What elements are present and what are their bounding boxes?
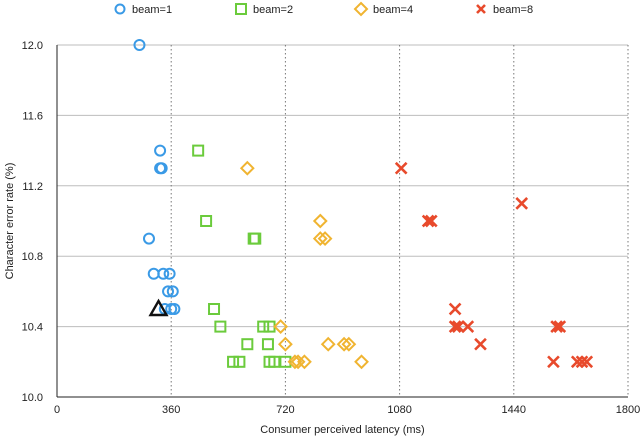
data-point — [461, 320, 475, 333]
data-points — [133, 39, 594, 370]
data-point — [163, 267, 176, 280]
data-point — [451, 320, 465, 333]
data-point — [290, 354, 306, 370]
y-axis-label: Character error rate (%) — [4, 163, 16, 280]
axes — [56, 45, 628, 398]
x-tick-label: 0 — [54, 404, 60, 416]
data-point — [192, 144, 205, 157]
data-point — [273, 319, 289, 335]
y-tick-label: 11.6 — [22, 110, 43, 122]
data-point — [239, 160, 255, 176]
y-tick-label: 10.4 — [22, 322, 43, 334]
y-tick-label: 10.8 — [22, 251, 43, 263]
y-tick-label: 12.0 — [22, 40, 43, 52]
x-tick-label: 1800 — [616, 404, 640, 416]
data-point — [241, 338, 254, 351]
data-point — [553, 320, 567, 333]
data-point — [168, 303, 181, 315]
data-point — [162, 285, 175, 298]
data-point — [142, 232, 155, 245]
legend-label: beam=2 — [253, 4, 293, 16]
data-point — [448, 302, 462, 316]
legend-marker — [114, 3, 126, 15]
legend: beam=1 beam=2 beam=4 beam=8 — [114, 1, 533, 17]
x-tick-labels: 0 360 720 1080 1440 1800 — [54, 404, 640, 416]
data-point — [200, 215, 213, 227]
data-point — [227, 355, 240, 368]
data-point — [147, 267, 160, 280]
x-tick-label: 720 — [276, 404, 294, 416]
data-point — [208, 303, 221, 315]
series-beam-1 — [133, 39, 181, 315]
legend-marker — [235, 3, 247, 15]
data-point — [474, 337, 487, 351]
data-point — [279, 355, 292, 368]
data-point — [154, 144, 167, 157]
legend-item: beam=1 — [114, 3, 172, 16]
data-point — [580, 355, 594, 369]
data-point — [317, 231, 333, 247]
data-point — [448, 320, 462, 333]
series-beam-4 — [239, 160, 369, 370]
data-point — [424, 214, 438, 228]
highlight-triangle — [148, 298, 169, 317]
data-point — [155, 162, 168, 175]
x-tick-label: 1440 — [502, 404, 526, 416]
x-tick-label: 1080 — [387, 404, 411, 416]
data-point — [268, 355, 281, 368]
series-beam-2 — [192, 144, 292, 368]
data-point — [341, 336, 357, 352]
data-point — [249, 232, 262, 245]
x-tick-label: 360 — [162, 404, 180, 416]
data-point — [214, 320, 227, 333]
data-point — [547, 355, 560, 369]
legend-label: beam=8 — [493, 4, 533, 16]
legend-label: beam=1 — [132, 4, 172, 16]
y-tick-label: 11.2 — [22, 181, 43, 193]
data-point — [312, 231, 328, 247]
y-tick-labels: 10.0 10.4 10.8 11.2 11.6 12.0 — [22, 40, 43, 404]
data-point — [277, 336, 293, 352]
data-point — [394, 161, 408, 175]
y-tick-label: 10.0 — [22, 392, 43, 404]
data-point — [421, 214, 435, 228]
data-point — [320, 336, 336, 352]
data-point — [312, 213, 328, 229]
data-point — [354, 354, 369, 370]
legend-item: beam=2 — [235, 3, 293, 16]
data-point — [336, 336, 352, 352]
series-beam-8 — [394, 161, 594, 369]
data-point — [261, 338, 274, 351]
data-point — [166, 285, 179, 298]
x-axis-label: Consumer perceived latency (ms) — [260, 424, 424, 436]
data-point — [287, 354, 303, 370]
data-point — [257, 320, 270, 333]
data-point — [515, 197, 529, 210]
legend-marker — [476, 4, 486, 14]
data-point — [133, 39, 146, 51]
legend-item: beam=4 — [353, 1, 413, 17]
data-point — [297, 354, 312, 370]
legend-item: beam=8 — [476, 4, 533, 16]
data-point — [550, 320, 563, 333]
legend-label: beam=4 — [373, 4, 413, 16]
legend-marker — [353, 1, 369, 17]
data-point — [233, 355, 246, 368]
data-point — [157, 267, 170, 280]
